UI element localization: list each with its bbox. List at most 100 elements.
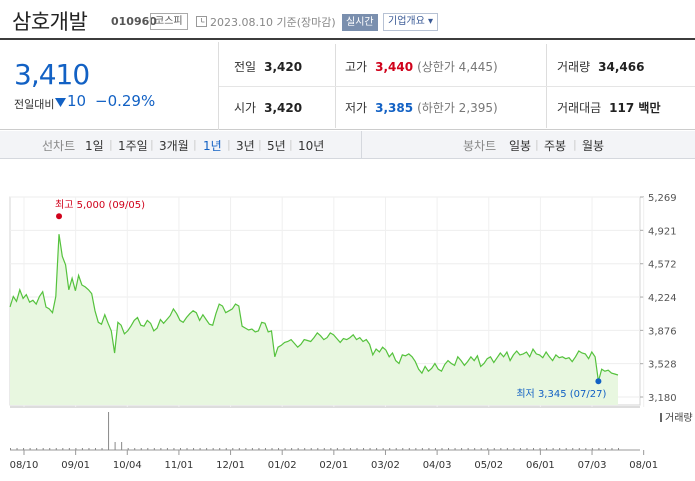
volume-bar bbox=[369, 448, 371, 450]
volume-bar bbox=[121, 442, 123, 450]
volume-bar bbox=[304, 448, 306, 450]
x-tick-label: 02/01 bbox=[319, 460, 348, 471]
y-tick-label: 4,921 bbox=[648, 226, 677, 237]
volume-bar bbox=[421, 448, 423, 450]
volume-bar bbox=[591, 448, 593, 450]
x-tick-label: 06/01 bbox=[526, 460, 555, 471]
x-tick-label: 01/02 bbox=[268, 460, 297, 471]
y-tick-label: 3,528 bbox=[648, 360, 677, 371]
current-price: 3,410 bbox=[14, 58, 90, 91]
volume-bar bbox=[245, 448, 247, 450]
volume-bar bbox=[546, 448, 548, 450]
period-10y[interactable]: 10년 bbox=[298, 139, 325, 153]
volume-bar bbox=[526, 448, 528, 450]
candle-monthly[interactable]: 월봉 bbox=[582, 139, 605, 153]
volume-bar bbox=[297, 448, 299, 450]
volume-bar bbox=[565, 448, 567, 450]
volume-bar bbox=[552, 448, 554, 450]
period-5y[interactable]: 5년 bbox=[267, 139, 286, 153]
volume-bar bbox=[147, 448, 149, 450]
volume-bar bbox=[284, 448, 286, 450]
volume-bar bbox=[598, 448, 600, 450]
volume-bar bbox=[389, 448, 391, 450]
volume-bar bbox=[382, 448, 384, 450]
stock-header: 삼호개발 010960 코스피 2023.08.10 기준(장마감) 실시간 기… bbox=[0, 0, 695, 40]
x-tick-label: 03/02 bbox=[371, 460, 400, 471]
volume-bar bbox=[186, 448, 188, 450]
volume-bar bbox=[225, 448, 227, 450]
volume-bar bbox=[127, 448, 129, 450]
open-price: 시가 3,420 bbox=[234, 101, 303, 115]
volume-bar bbox=[408, 448, 410, 450]
volume-bar bbox=[55, 448, 57, 450]
volume-bar bbox=[349, 448, 351, 450]
volume: 거래량 34,466 bbox=[557, 60, 645, 74]
volume-bar bbox=[114, 442, 116, 450]
realtime-button[interactable]: 실시간 bbox=[342, 14, 378, 31]
volume-bar bbox=[219, 448, 221, 450]
volume-bar bbox=[258, 448, 260, 450]
volume-bar bbox=[238, 448, 240, 450]
volume-bar bbox=[343, 448, 345, 450]
line-chart-label: 선차트 bbox=[42, 139, 76, 153]
volume-bar bbox=[49, 448, 51, 450]
volume-bar bbox=[81, 448, 83, 450]
company-overview-button[interactable]: 기업개요 ▾ bbox=[383, 13, 438, 31]
price-line bbox=[9, 234, 619, 382]
volume-bar bbox=[108, 412, 110, 450]
volume-bar bbox=[212, 448, 214, 450]
volume-bar bbox=[291, 448, 293, 450]
volume-bar bbox=[16, 448, 18, 450]
volume-bar bbox=[395, 448, 397, 450]
volume-bar bbox=[166, 448, 168, 450]
divider bbox=[219, 86, 695, 87]
period-1y[interactable]: 1년 bbox=[203, 139, 222, 153]
volume-bar bbox=[75, 448, 77, 450]
volume-bar bbox=[506, 448, 508, 450]
volume-bar bbox=[585, 448, 587, 450]
volume-bar bbox=[402, 448, 404, 450]
x-tick-label: 08/01 bbox=[629, 460, 658, 471]
low-annotation: 최저 3,345 (07/27) bbox=[516, 388, 606, 400]
volume-bar bbox=[264, 448, 266, 450]
volume-label: 거래량 bbox=[665, 412, 693, 424]
volume-bar bbox=[618, 448, 619, 450]
clock-icon bbox=[196, 16, 207, 27]
x-tick-label: 08/10 bbox=[10, 460, 39, 471]
volume-bar bbox=[480, 448, 482, 450]
x-tick-label: 07/03 bbox=[578, 460, 607, 471]
volume-bar bbox=[415, 448, 417, 450]
volume-bar bbox=[356, 448, 358, 450]
volume-bar bbox=[467, 448, 469, 450]
volume-bar bbox=[428, 448, 430, 450]
candle-weekly[interactable]: 주봉 bbox=[544, 139, 567, 153]
volume-bar bbox=[454, 448, 456, 450]
stock-name: 삼호개발 bbox=[12, 10, 88, 34]
volume-bar bbox=[179, 448, 181, 450]
prev-close: 전일 3,420 bbox=[234, 60, 303, 74]
volume-bar bbox=[62, 448, 64, 450]
low-price: 저가 3,385 (하한가 2,395) bbox=[345, 101, 498, 115]
volume-bar bbox=[23, 448, 25, 450]
y-tick-label: 4,224 bbox=[648, 293, 677, 304]
y-tick-label: 3,180 bbox=[648, 393, 677, 404]
stock-code: 010960 bbox=[111, 15, 157, 28]
period-3m[interactable]: 3개월 bbox=[159, 139, 189, 153]
x-tick-label: 12/01 bbox=[216, 460, 245, 471]
volume-bar bbox=[310, 448, 312, 450]
volume-bar bbox=[160, 448, 162, 450]
period-1w[interactable]: 1주일 bbox=[118, 139, 148, 153]
period-3y[interactable]: 3년 bbox=[236, 139, 255, 153]
down-triangle-icon bbox=[55, 98, 66, 107]
divider bbox=[218, 42, 219, 130]
high-annotation: 최고 5,000 (09/05) bbox=[55, 199, 145, 211]
low-marker bbox=[595, 378, 602, 385]
volume-bar bbox=[604, 448, 606, 450]
x-tick-label: 05/02 bbox=[474, 460, 503, 471]
y-tick-label: 3,876 bbox=[648, 326, 677, 337]
candle-daily[interactable]: 일봉 bbox=[509, 139, 532, 153]
price-area bbox=[10, 234, 618, 405]
period-1d[interactable]: 1일 bbox=[85, 139, 104, 153]
volume-bar bbox=[493, 448, 495, 450]
